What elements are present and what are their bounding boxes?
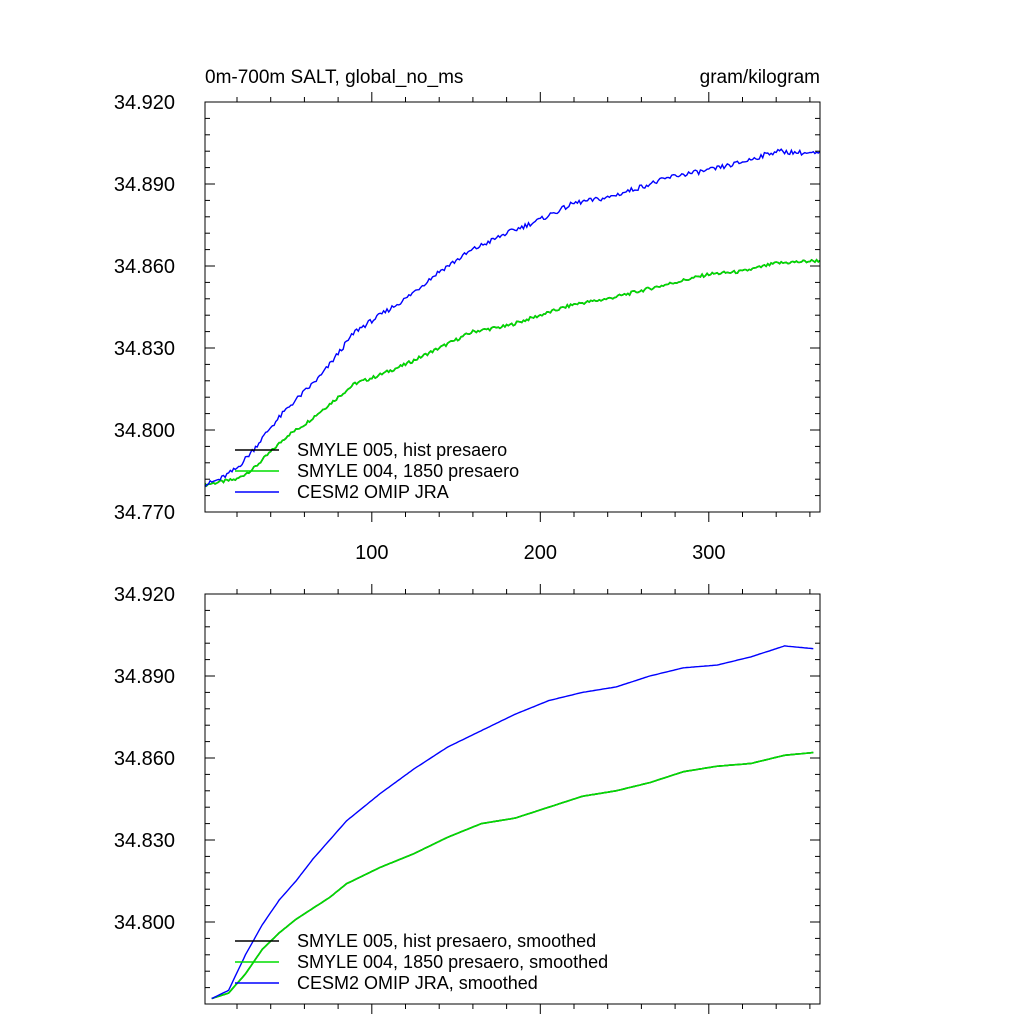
legend-label-3: CESM2 OMIP JRA	[297, 482, 449, 502]
y-tick-label: 34.920	[114, 92, 175, 114]
units-label: gram/kilogram	[700, 67, 820, 88]
series-line-3	[205, 148, 820, 488]
bottom-panel: 34.800 34.830 34.860 34.890 34.920 SMYLE 005,…	[114, 584, 821, 1014]
legend-label-1: SMYLE 005, hist presaero	[297, 440, 507, 460]
plot-frame	[204, 593, 821, 1005]
chart-title: 0m-700m SALT, global_no_ms	[205, 67, 463, 88]
series-line-3	[211, 645, 814, 1000]
top-panel: 34.770 34.800 34.830 34.860 34.890 34.920 100 2…	[114, 67, 821, 564]
legend-label-2: SMYLE 004, 1850 presaero, smoothed	[297, 952, 608, 972]
legend-label-2: SMYLE 004, 1850 presaero	[297, 461, 519, 481]
legend-label-3: CESM2 OMIP JRA, smoothed	[297, 973, 538, 993]
plot-frame	[204, 101, 821, 513]
x-tick-label: 100	[355, 542, 388, 564]
y-tick-label: 34.770	[114, 502, 175, 524]
y-tick-label: 34.860	[114, 256, 175, 278]
x-tick-label: 200	[524, 542, 557, 564]
y-tick-label: 34.830	[114, 830, 175, 852]
y-tick-label: 34.830	[114, 338, 175, 360]
y-tick-label: 34.920	[114, 584, 175, 606]
series-line-2	[211, 751, 814, 1000]
y-tick-label: 34.800	[114, 912, 175, 934]
y-tick-label: 34.860	[114, 748, 175, 770]
y-tick-label: 34.800	[114, 420, 175, 442]
x-tick-label: 300	[692, 542, 725, 564]
series-line-2	[205, 258, 820, 488]
y-tick-label: 34.890	[114, 666, 175, 688]
y-tick-label: 34.890	[114, 174, 175, 196]
legend-label-1: SMYLE 005, hist presaero, smoothed	[297, 931, 596, 951]
